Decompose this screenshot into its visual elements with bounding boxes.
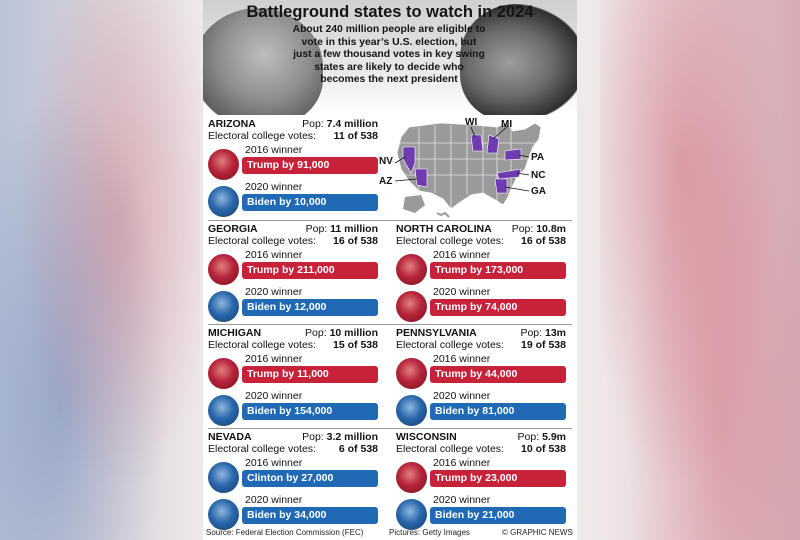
background-blur-right	[600, 0, 800, 540]
trump-avatar-icon	[396, 462, 427, 493]
divider	[208, 428, 572, 429]
hawaii-shape	[436, 211, 450, 218]
biden-avatar-icon	[208, 499, 239, 530]
state-shape-wi	[470, 134, 484, 152]
biden-avatar-icon	[208, 395, 239, 426]
hero-photo-banner	[203, 0, 577, 115]
result-bar-2016: Trump by 11,000	[242, 366, 378, 383]
result-bar-2020: Biden by 154,000	[242, 403, 378, 420]
state-shape-az	[414, 168, 428, 188]
state-card-wisconsin: WISCONSIN Pop: 5.9m Electoral college vot…	[396, 431, 566, 530]
result-bar-2020: Biden by 81,000	[430, 403, 566, 420]
state-card-north-carolina: NORTH CAROLINA Pop: 10.8m Electoral colle…	[396, 223, 566, 322]
biden-avatar-icon	[396, 395, 427, 426]
background-blur-left	[0, 0, 200, 540]
map-label-ga: GA	[531, 186, 546, 197]
state-card-pennsylvania: PENNSYLVANIA Pop: 13m Electoral college v…	[396, 327, 566, 426]
result-bar-2020: Trump by 74,000	[430, 299, 566, 316]
candidate-photo-right	[460, 4, 577, 115]
map-label-mi: MI	[501, 119, 512, 130]
divider	[208, 324, 572, 325]
page-subtitle: About 240 million people are eligible to…	[292, 24, 486, 86]
result-bar-2016: Clinton by 27,000	[242, 470, 378, 487]
footer-source: Source: Federal Election Commission (FEC…	[206, 528, 364, 537]
winner-2016-label: 2016 winner	[245, 144, 303, 156]
trump-avatar-icon	[396, 358, 427, 389]
page-title: Battleground states to watch in 2024	[246, 3, 534, 21]
result-bar-2020: Biden by 12,000	[242, 299, 378, 316]
trump-avatar-icon	[208, 254, 239, 285]
map-label-wi: WI	[465, 117, 477, 128]
alaska-shape	[403, 195, 425, 213]
state-name: ARIZONA	[208, 118, 256, 130]
map-label-nc: NC	[531, 170, 545, 181]
state-card-georgia: GEORGIA Pop: 11 million Electoral college…	[208, 223, 378, 322]
state-card-michigan: MICHIGAN Pop: 10 million Electoral colleg…	[208, 327, 378, 426]
map-label-nv: NV	[379, 156, 393, 167]
electoral-votes: Electoral college votes: 11 of 538	[208, 130, 378, 142]
map-label-pa: PA	[531, 152, 544, 163]
map-pointer-lines	[394, 126, 530, 192]
result-bar-2016: Trump by 173,000	[430, 262, 566, 279]
clinton-avatar-icon	[208, 462, 239, 493]
trump-avatar-icon	[396, 254, 427, 285]
result-bar-2020: Biden by 34,000	[242, 507, 378, 524]
result-bar-2016: Trump by 91,000	[242, 157, 378, 174]
state-shape-ga	[494, 178, 508, 194]
state-shape-mi	[486, 134, 500, 154]
biden-avatar-icon	[396, 499, 427, 530]
trump-avatar-icon	[396, 291, 427, 322]
result-bar-2020: Biden by 10,000	[242, 194, 378, 211]
winner-2020-label: 2020 winner	[245, 181, 303, 193]
trump-avatar-icon	[208, 149, 239, 180]
us-swing-states-map: WI MI PA NC GA NV AZ	[379, 117, 546, 218]
state-shape-nv	[402, 146, 416, 174]
footer-pictures: Pictures: Getty Images	[389, 528, 470, 537]
result-bar-2020: Biden by 21,000	[430, 507, 566, 524]
biden-avatar-icon	[208, 291, 239, 322]
footer-credit: © GRAPHIC NEWS	[502, 528, 573, 537]
map-label-az: AZ	[379, 176, 392, 187]
result-bar-2016: Trump by 44,000	[430, 366, 566, 383]
state-population: Pop: 7.4 million	[302, 118, 378, 130]
state-shape-pa	[504, 148, 522, 161]
infographic-poster: Battleground states to watch in 2024 Abo…	[203, 0, 577, 540]
candidate-photo-left	[203, 8, 323, 115]
trump-avatar-icon	[208, 358, 239, 389]
biden-avatar-icon	[208, 186, 239, 217]
state-card-nevada: NEVADA Pop: 3.2 million Electoral college…	[208, 431, 378, 530]
result-bar-2016: Trump by 211,000	[242, 262, 378, 279]
state-card-arizona: ARIZONA Pop: 7.4 million Electoral colle…	[208, 118, 378, 217]
divider	[208, 220, 572, 221]
state-shape-nc	[496, 168, 522, 180]
result-bar-2016: Trump by 23,000	[430, 470, 566, 487]
